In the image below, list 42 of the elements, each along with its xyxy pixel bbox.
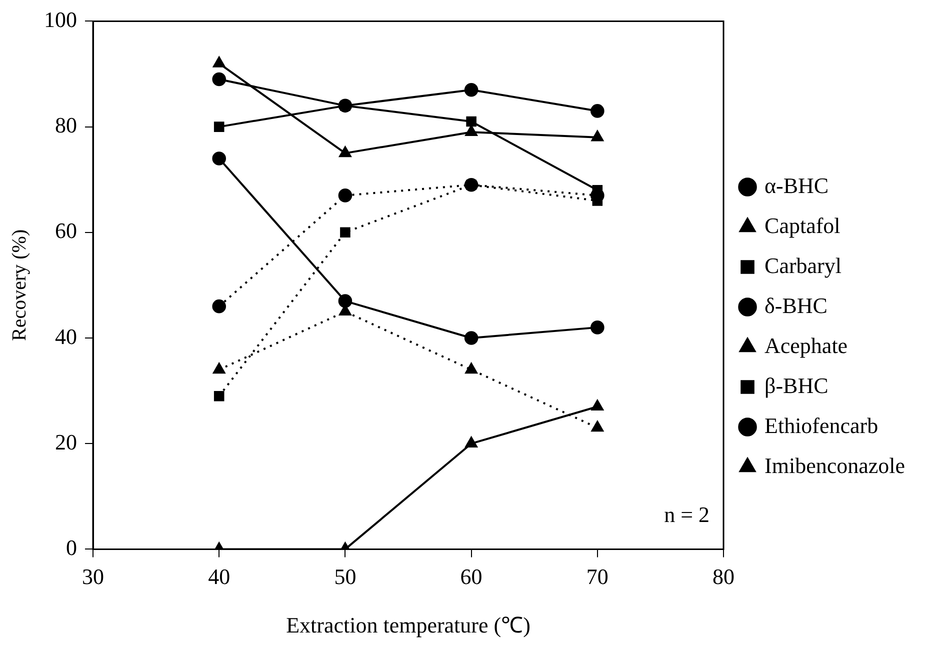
x-tick-label: 80	[712, 564, 735, 590]
y-tick-label: 0	[66, 534, 77, 560]
point	[214, 390, 224, 402]
point	[465, 362, 478, 374]
point	[464, 331, 478, 345]
point	[464, 82, 478, 97]
point	[212, 299, 226, 314]
x-axis-title: Extraction temperature (℃)	[286, 612, 530, 638]
legend-label: Ethiofencarb	[764, 412, 878, 438]
point	[465, 436, 478, 448]
legend-label: δ-BHC	[764, 292, 828, 318]
legend-label: α-BHC	[764, 172, 829, 198]
legend-label: Carbaryl	[764, 252, 842, 278]
x-tick-label: 50	[334, 564, 356, 590]
point	[338, 188, 352, 202]
point	[214, 122, 224, 132]
point	[212, 152, 226, 166]
point	[212, 72, 226, 86]
point	[338, 294, 352, 308]
y-tick-label: 60	[55, 218, 77, 244]
point	[591, 420, 604, 432]
x-tick-label: 40	[208, 564, 230, 590]
point	[591, 400, 604, 411]
point	[590, 320, 604, 334]
y-tick-label: 80	[55, 112, 77, 138]
annotation: n = 2	[664, 502, 710, 527]
y-tick-label: 20	[55, 429, 77, 454]
x-tick-label: 70	[586, 564, 608, 590]
x-tick-label: 30	[82, 564, 104, 590]
point	[340, 227, 350, 238]
point	[590, 104, 604, 118]
y-axis-title: Recovery (%)	[8, 229, 30, 342]
x-tick-label: 60	[460, 564, 482, 590]
point	[466, 116, 476, 127]
point	[213, 362, 226, 374]
y-tick-label: 40	[55, 324, 77, 349]
legend-label: β-BHC	[764, 372, 828, 398]
legend-label: Acephate	[764, 332, 848, 358]
legend-label: Imibenconazole	[764, 452, 906, 478]
legend-label: Captafol	[764, 212, 840, 238]
y-tick-label: 100	[44, 6, 77, 32]
point	[339, 146, 352, 158]
